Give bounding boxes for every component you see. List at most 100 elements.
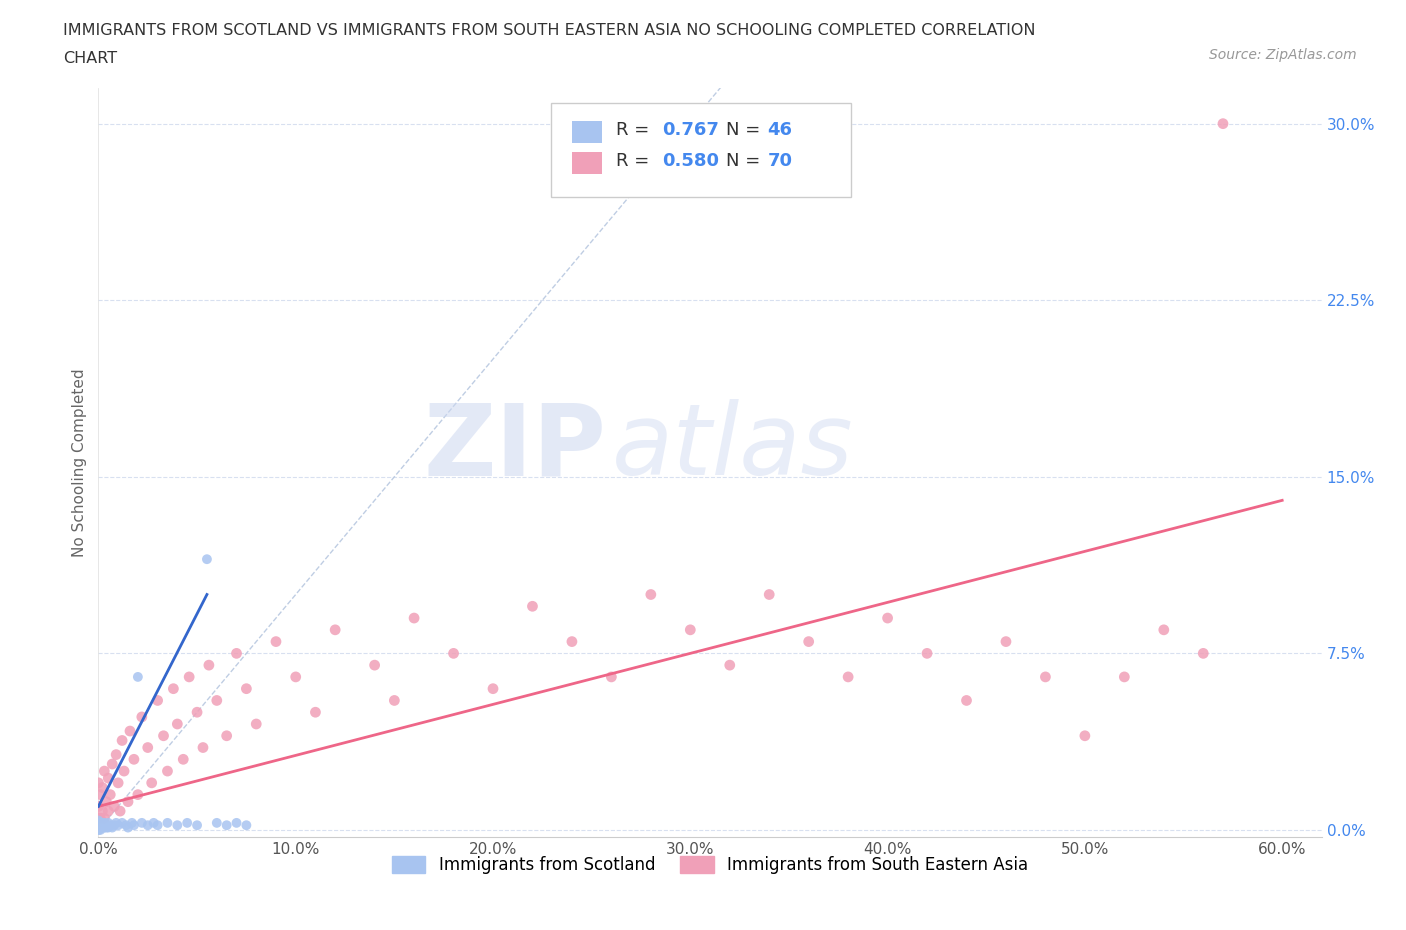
Point — [915, 646, 938, 661]
Point — [98, 787, 121, 802]
Point — [89, 820, 111, 835]
Point — [1035, 670, 1057, 684]
Point — [87, 799, 110, 814]
Point — [91, 816, 114, 830]
Point — [225, 646, 247, 661]
Point — [122, 817, 145, 832]
Point — [245, 716, 267, 731]
Point — [156, 764, 179, 778]
Point — [117, 794, 139, 809]
Point — [136, 740, 159, 755]
Point — [122, 751, 145, 766]
Point — [98, 817, 121, 832]
Point — [87, 817, 110, 832]
Point — [235, 682, 257, 697]
Point — [186, 705, 208, 720]
Point — [152, 728, 174, 743]
Point — [118, 724, 141, 738]
Point — [179, 670, 201, 684]
Point — [758, 587, 780, 602]
Point — [191, 740, 214, 755]
Point — [363, 658, 385, 672]
Point — [482, 682, 505, 697]
Text: R =: R = — [616, 152, 655, 170]
Point — [284, 670, 307, 684]
Point — [87, 822, 110, 837]
Point — [127, 787, 149, 802]
Point — [107, 776, 129, 790]
Point — [91, 780, 114, 795]
Text: R =: R = — [616, 121, 655, 139]
Point — [89, 787, 111, 802]
Point — [186, 817, 208, 832]
Point — [235, 817, 257, 832]
Point — [111, 733, 134, 748]
Text: 0.767: 0.767 — [662, 121, 720, 139]
Point — [105, 747, 128, 762]
Point — [443, 646, 465, 661]
Point — [93, 820, 115, 835]
Text: 46: 46 — [768, 121, 793, 139]
Text: N =: N = — [725, 152, 766, 170]
Point — [97, 804, 120, 818]
Point — [837, 670, 859, 684]
Point — [797, 634, 820, 649]
Point — [205, 816, 228, 830]
Text: 70: 70 — [768, 152, 793, 170]
Text: CHART: CHART — [63, 51, 117, 66]
Point — [215, 817, 238, 832]
Point — [522, 599, 544, 614]
Point — [115, 817, 138, 832]
Point — [87, 811, 110, 826]
Point — [101, 820, 124, 835]
Point — [156, 816, 179, 830]
Text: IMMIGRANTS FROM SCOTLAND VS IMMIGRANTS FROM SOUTH EASTERN ASIA NO SCHOOLING COMP: IMMIGRANTS FROM SCOTLAND VS IMMIGRANTS F… — [63, 23, 1036, 38]
Point — [87, 813, 110, 828]
Point — [323, 622, 346, 637]
Point — [93, 817, 115, 832]
Point — [162, 682, 184, 697]
Point — [176, 816, 198, 830]
Point — [97, 816, 120, 830]
Point — [195, 551, 218, 566]
Point — [89, 816, 111, 830]
Point — [136, 817, 159, 832]
Point — [96, 817, 118, 832]
Point — [111, 816, 134, 830]
Point — [142, 816, 165, 830]
Point — [112, 764, 135, 778]
Point — [146, 817, 169, 832]
Point — [1192, 646, 1215, 661]
Point — [1074, 728, 1097, 743]
Y-axis label: No Schooling Completed: No Schooling Completed — [72, 368, 87, 557]
Point — [91, 804, 114, 818]
Point — [198, 658, 221, 672]
Point — [600, 670, 623, 684]
Point — [141, 776, 163, 790]
Point — [87, 820, 110, 835]
Point — [955, 693, 977, 708]
Point — [640, 587, 662, 602]
Text: ZIP: ZIP — [423, 399, 606, 497]
Point — [107, 817, 129, 832]
Point — [89, 822, 111, 837]
Point — [994, 634, 1017, 649]
Point — [1153, 622, 1175, 637]
Point — [89, 811, 111, 826]
Legend: Immigrants from Scotland, Immigrants from South Eastern Asia: Immigrants from Scotland, Immigrants fro… — [384, 848, 1036, 883]
Point — [215, 728, 238, 743]
Point — [103, 817, 125, 832]
Point — [105, 816, 128, 830]
Point — [166, 716, 188, 731]
Point — [121, 816, 143, 830]
Point — [91, 817, 114, 832]
Point — [172, 751, 194, 766]
Point — [97, 820, 120, 835]
Text: 0.580: 0.580 — [662, 152, 720, 170]
Text: Source: ZipAtlas.com: Source: ZipAtlas.com — [1209, 48, 1357, 62]
Point — [87, 816, 110, 830]
Point — [87, 776, 110, 790]
Point — [96, 820, 118, 835]
Point — [404, 611, 426, 626]
Point — [264, 634, 287, 649]
